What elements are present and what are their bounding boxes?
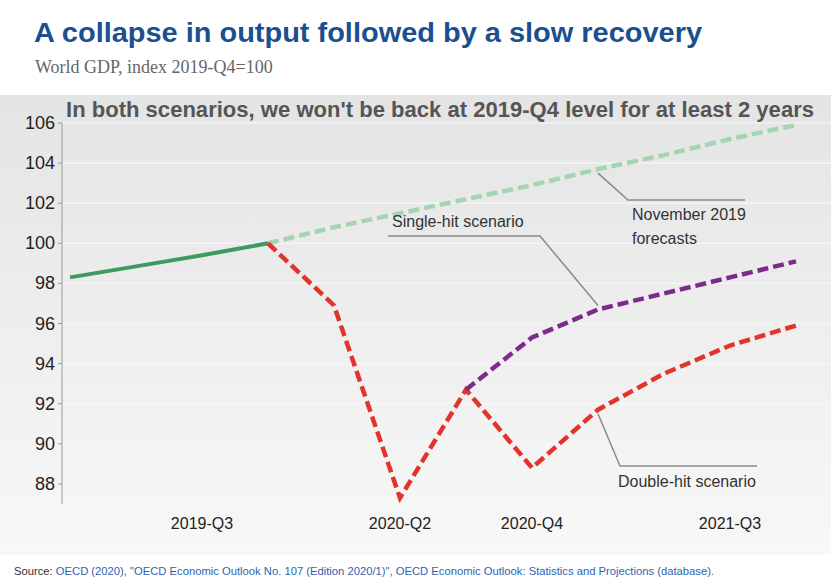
y-tick: [58, 283, 62, 284]
grid-line: [62, 443, 831, 444]
y-tick: [58, 363, 62, 364]
leader-line: [598, 414, 757, 466]
series-line: [268, 125, 796, 243]
series-line: [466, 261, 796, 389]
y-tick: [58, 323, 62, 324]
y-axis-line: [62, 123, 63, 504]
title: A collapse in output followed by a slow …: [34, 18, 702, 48]
y-tick-label: 96: [35, 314, 55, 334]
y-tick-label: 94: [35, 354, 55, 374]
y-tick: [58, 123, 62, 124]
leader-line: [598, 173, 745, 200]
grid-line: [62, 163, 831, 164]
x-tick-label: 2020-Q4: [501, 515, 563, 532]
y-tick: [58, 203, 62, 204]
y-tick-label: 106: [25, 113, 55, 133]
subtitle: World GDP, index 2019-Q4=100: [35, 57, 273, 77]
y-tick: [58, 443, 62, 444]
y-tick: [58, 243, 62, 244]
y-tick-label: 102: [25, 193, 55, 213]
series-line: [268, 243, 796, 498]
series-label: November 2019forecasts: [632, 206, 746, 247]
grid-line: [62, 363, 831, 364]
y-tick: [58, 403, 62, 404]
chart: 88 90 92 94 96 98 100 102 104 106 2019-Q3 2020-Q2 20…: [0, 0, 831, 582]
grid-line: [62, 323, 831, 324]
y-tick: [58, 163, 62, 164]
series-label: Single-hit scenario: [392, 213, 524, 230]
leader-line: [388, 236, 598, 305]
x-tick-label: 2021-Q3: [699, 515, 761, 532]
x-tick-label: 2020-Q2: [369, 515, 431, 532]
series-line: [70, 243, 268, 277]
y-tick-label: 104: [25, 153, 55, 173]
y-tick-label: 88: [35, 474, 55, 494]
y-tick-label: 98: [35, 273, 55, 293]
grid-line: [62, 403, 831, 404]
x-tick-label: 2019-Q3: [171, 515, 233, 532]
grid-line: [62, 243, 831, 244]
plot-area: [70, 125, 796, 498]
y-tick: [58, 483, 62, 484]
y-tick-label: 100: [25, 233, 55, 253]
background: [0, 95, 831, 555]
annotation: In both scenarios, we won't be back at 2…: [66, 97, 814, 122]
series-label: Double-hit scenario: [618, 473, 756, 490]
y-tick-label: 92: [35, 394, 55, 414]
y-tick-label: 90: [35, 434, 55, 454]
grid-line: [62, 122, 831, 123]
source: Source: OECD (2020), "OECD Economic Outl…: [14, 565, 714, 577]
